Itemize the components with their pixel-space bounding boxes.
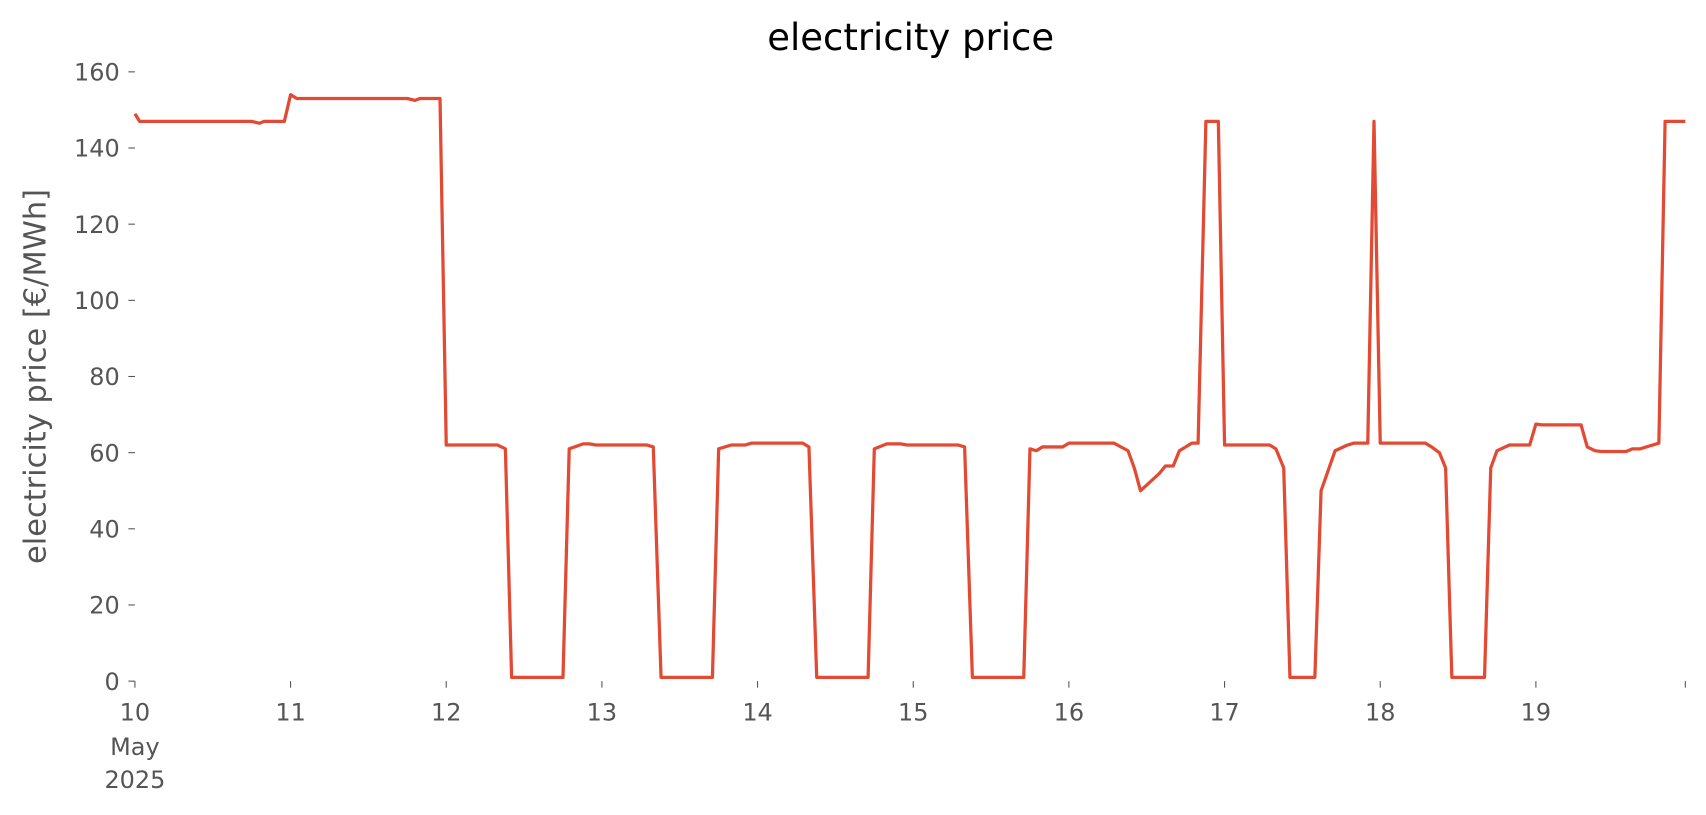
x-tick-label: 16 — [1054, 698, 1084, 726]
y-tick-label: 120 — [74, 211, 120, 239]
y-tick-label: 140 — [74, 135, 120, 163]
x-tick-label: 10 — [120, 698, 150, 726]
y-tick-label: 100 — [74, 287, 120, 315]
x-tick-label: 11 — [275, 698, 305, 726]
x-tick-label: 14 — [742, 698, 772, 726]
y-tick-label: 60 — [89, 439, 119, 467]
y-tick-label: 40 — [89, 516, 119, 544]
y-tick-label: 160 — [74, 59, 120, 87]
chart-title: electricity price — [767, 16, 1054, 59]
x-tick-label: 19 — [1521, 698, 1551, 726]
y-axis-label: electricity price [€/MWh] — [19, 189, 54, 564]
y-tick-label: 80 — [89, 363, 119, 391]
y-tick-label: 0 — [104, 668, 119, 696]
x-tick-label: 17 — [1209, 698, 1239, 726]
x-tick-label: 13 — [587, 698, 617, 726]
y-tick-label: 20 — [89, 592, 119, 620]
price-line — [133, 93, 1686, 679]
x-tick-sublabel: May — [110, 733, 159, 761]
x-tick-sublabel: 2025 — [104, 766, 165, 794]
x-tick-label: 15 — [898, 698, 928, 726]
x-tick-label: 12 — [431, 698, 461, 726]
x-tick-label: 18 — [1365, 698, 1395, 726]
